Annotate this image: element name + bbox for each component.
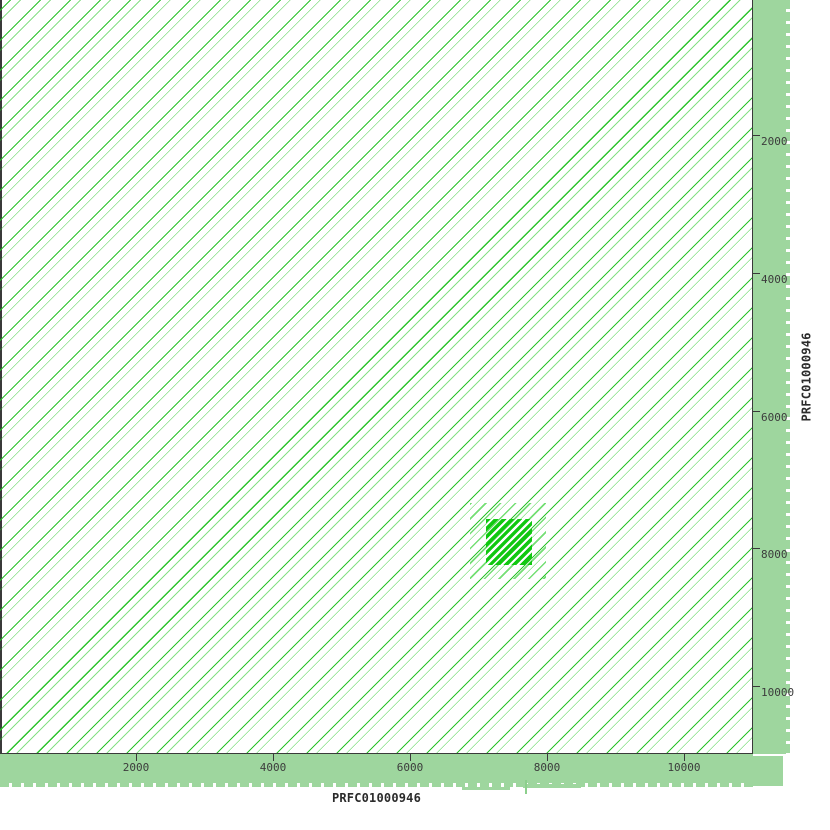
y-tick-2000 [753, 135, 760, 137]
y-tick-label-10000: 10000 [761, 686, 795, 699]
reference-track-right [753, 0, 789, 754]
plot-panel[interactable] [0, 0, 753, 754]
y-tick-label-6000: 6000 [761, 411, 788, 424]
y-axis-title-text: PRFC01000946 [800, 332, 815, 422]
reference-track-bottom-dashed-edge [0, 783, 753, 787]
x-tick-label-10000: 10000 [667, 761, 701, 774]
x-tick-label-6000: 6000 [396, 761, 424, 774]
y-tick-label-8000: 8000 [761, 548, 788, 561]
x-tick-label-8000: 8000 [533, 761, 561, 774]
y-axis-title: PRFC01000946 [795, 0, 819, 754]
x-tick-8000 [547, 754, 549, 761]
bottom-track-feature-marker [462, 787, 510, 790]
x-tick-10000 [684, 754, 686, 761]
bottom-track-feature-marker-secondary [523, 784, 581, 788]
y-tick-label-4000: 4000 [761, 273, 788, 286]
y-tick-6000 [753, 411, 760, 413]
x-tick-2000 [136, 754, 138, 761]
series-main-self-diagonal-cluster [486, 519, 532, 565]
x-tick-label-4000: 4000 [259, 761, 287, 774]
reference-track-corner-stub [753, 756, 783, 786]
x-axis-title: PRFC01000946 [331, 791, 422, 805]
bottom-track-feature-tick [525, 780, 527, 794]
series-forward-repeat-diagonals-secondary [0, 0, 752, 753]
x-tick-6000 [410, 754, 412, 761]
y-tick-10000 [753, 686, 760, 688]
x-tick-label-2000: 2000 [122, 761, 150, 774]
y-tick-8000 [753, 548, 760, 550]
y-tick-4000 [753, 273, 760, 275]
x-tick-4000 [273, 754, 275, 761]
reference-track-right-dashed-edge [786, 0, 790, 754]
y-tick-label-2000: 2000 [761, 135, 788, 148]
reference-track-bottom [0, 754, 753, 786]
